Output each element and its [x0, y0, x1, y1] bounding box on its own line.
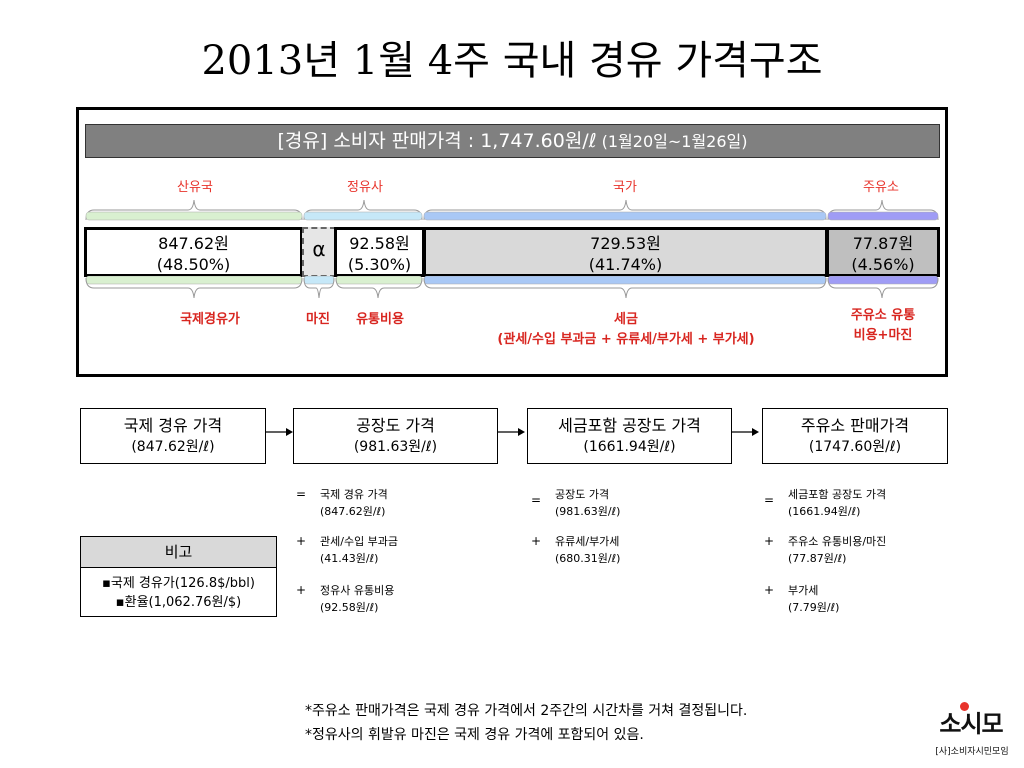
brace-tax-bottom — [423, 276, 827, 299]
logo-caption: [사]소비자시민모임 — [935, 747, 1009, 757]
remark-heading: 비고 — [81, 537, 276, 568]
note-text: 유류세/부가세 (680.31원/ℓ) — [555, 535, 621, 565]
note-sign: + — [764, 583, 775, 597]
segment-margin-alpha: α — [302, 227, 336, 277]
segment-station-amount: 77.87원 — [852, 234, 914, 253]
flow-retail-title: 주유소 판매가격 — [800, 416, 910, 435]
label-tax: 세금 (관세/수입 부과금 + 유류세/부가세 + 부가세) — [426, 310, 826, 350]
flow-intl-title: 국제 경유 가격 — [123, 416, 223, 435]
label-station: 주유소 유통 비용+마진 — [826, 306, 940, 346]
flow-factory-title: 공장도 가격 — [356, 416, 435, 435]
flow-taxed-title: 세금포함 공장도 가격 — [558, 416, 701, 435]
flow-arrow-2 — [498, 428, 525, 436]
logo-mark: 소시모 — [939, 710, 1003, 738]
category-station: 주유소 — [863, 180, 899, 195]
note-text: 정유사 유통비용 (92.58원/ℓ) — [320, 584, 395, 614]
price-structure-panel — [76, 107, 948, 377]
brace-intl-bottom — [85, 276, 303, 299]
segment-intl-price: 847.62원 (48.50%) — [84, 227, 303, 277]
brace-station-bottom — [827, 276, 939, 299]
flow-arrow-3 — [732, 428, 759, 436]
segment-tax-amount: 729.53원 — [590, 234, 661, 253]
label-intl-diesel: 국제경유가 — [180, 312, 240, 327]
flow-taxed-factory-price: 세금포함 공장도 가격 (1661.94원/ℓ) — [527, 408, 732, 464]
flow-factory-price: 공장도 가격 (981.63원/ℓ) — [293, 408, 498, 464]
flow-intl-price: 국제 경유 가격 (847.62원/ℓ) — [80, 408, 266, 464]
label-distribution: 유통비용 — [356, 312, 404, 327]
category-producer: 산유국 — [177, 180, 213, 195]
remark-box: 비고 ▪국제 경유가(126.8$/bbl) ▪환율(1,062.76원/$) — [80, 536, 277, 617]
note-sign: + — [296, 534, 307, 548]
segment-refiner-share: (5.30%) — [347, 255, 412, 274]
note-sign: = — [531, 493, 542, 507]
category-refiner: 정유사 — [347, 180, 383, 195]
segment-station: 77.87원 (4.56%) — [826, 227, 940, 277]
segment-station-share: (4.56%) — [851, 255, 915, 274]
consumer-union-logo: 소시모 [사]소비자시민모임 — [920, 700, 1024, 768]
segment-refiner-dist: 92.58원 (5.30%) — [334, 227, 425, 277]
footnote-time-lag: *주유소 판매가격은 국제 경유 가격에서 2주간의 시간차를 거쳐 결정됩니다… — [305, 703, 748, 719]
brace-station-top — [827, 199, 939, 221]
note-text: 공장도 가격 (981.63원/ℓ) — [555, 488, 621, 518]
footnote-margin: *정유사의 휘발유 마진은 국제 경유 가격에 포함되어 있음. — [305, 727, 644, 743]
price-period: (1월20일~1월26일) — [596, 132, 748, 151]
flow-factory-value: (981.63원/ℓ) — [353, 439, 438, 455]
label-margin: 마진 — [306, 312, 330, 327]
note-text: 국제 경유 가격 (847.62원/ℓ) — [320, 488, 388, 518]
segment-tax-share: (41.74%) — [588, 255, 663, 274]
segment-tax: 729.53원 (41.74%) — [423, 227, 828, 277]
note-text: 부가세 (7.79원/ℓ) — [788, 584, 840, 614]
note-sign: + — [764, 534, 775, 548]
label-tax-detail: (관세/수입 부과금 + 유류세/부가세 + 부가세) — [497, 332, 755, 347]
brace-margin-bottom — [303, 276, 335, 299]
alpha-symbol: α — [312, 237, 326, 261]
note-text: 관세/수입 부과금 (41.43원/ℓ) — [320, 535, 399, 565]
note-text: 세금포함 공장도 가격 (1661.94원/ℓ) — [788, 488, 887, 518]
bottom-braces — [85, 276, 939, 299]
remark-oil-price: ▪국제 경유가(126.8$/bbl) — [102, 576, 255, 591]
top-braces — [85, 199, 939, 221]
label-station-line2: 비용+마진 — [853, 328, 913, 343]
brace-state-top — [423, 199, 827, 221]
note-sign: = — [764, 493, 775, 507]
label-tax-title: 세금 — [614, 312, 638, 327]
consumer-price-header: [경유] 소비자 판매가격 : 1,747.60원/ℓ (1월20일~1월26일… — [85, 124, 940, 158]
brace-dist-bottom — [335, 276, 423, 299]
note-sign: + — [531, 534, 542, 548]
brace-refiner-top — [303, 199, 423, 221]
note-text: 주유소 유통비용/마진 (77.87원/ℓ) — [788, 535, 887, 565]
flow-arrow-1 — [266, 428, 293, 436]
note-sign: = — [296, 487, 307, 501]
page-title: 2013년 1월 4주 국내 경유 가격구조 — [201, 38, 823, 84]
flow-intl-value: (847.62원/ℓ) — [131, 439, 215, 455]
segment-refiner-amount: 92.58원 — [349, 234, 410, 253]
segment-intl-amount: 847.62원 — [158, 234, 229, 253]
flow-taxed-value: (1661.94원/ℓ) — [583, 439, 676, 455]
flow-retail-price: 주유소 판매가격 (1747.60원/ℓ) — [762, 408, 948, 464]
segment-intl-share: (48.50%) — [156, 255, 231, 274]
remark-exchange-rate: ▪환율(1,062.76원/$) — [115, 595, 242, 610]
category-state: 국가 — [613, 180, 637, 195]
label-station-line1: 주유소 유통 — [850, 308, 916, 323]
note-sign: + — [296, 583, 307, 597]
brace-producer-top — [85, 199, 303, 221]
consumer-price-label: [경유] 소비자 판매가격 : 1,747.60원/ℓ — [277, 130, 597, 152]
flow-retail-value: (1747.60원/ℓ) — [808, 439, 902, 455]
logo-dot-icon — [960, 702, 969, 711]
